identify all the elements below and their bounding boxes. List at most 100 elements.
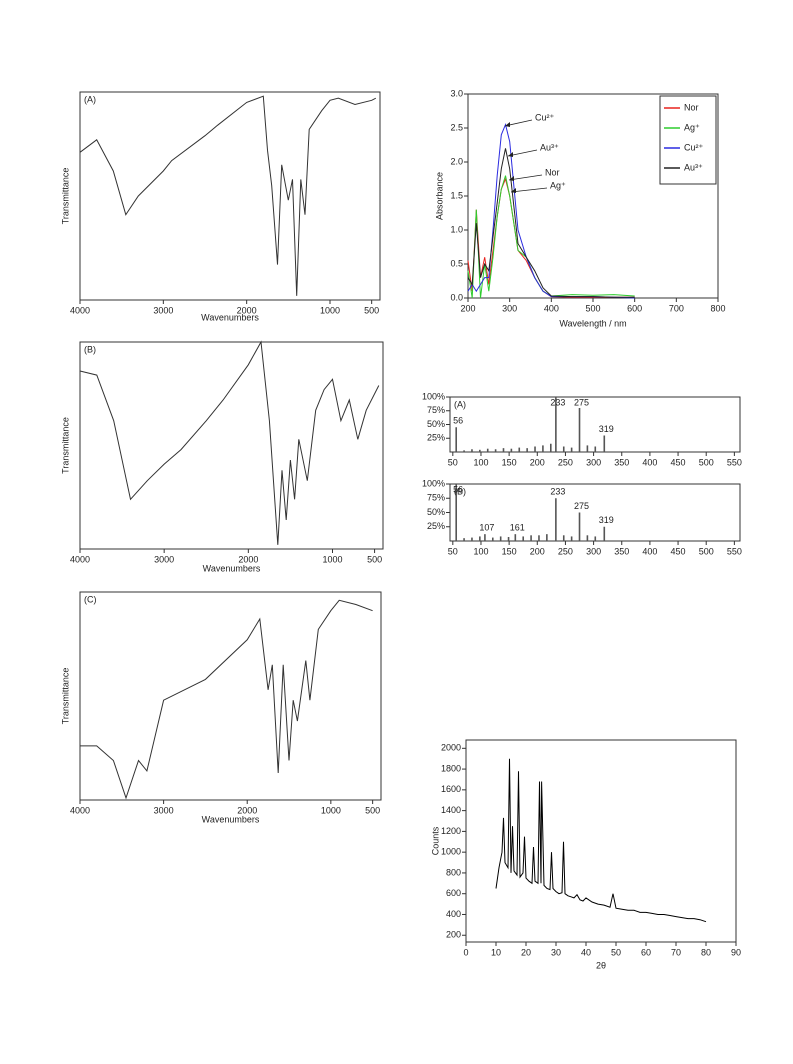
x-tick-label: 500 (699, 457, 714, 467)
x-axis-label: Wavelength / nm (559, 318, 626, 328)
annotation: Nor (545, 167, 560, 177)
peak-bar (491, 537, 494, 541)
x-tick-label: 450 (671, 546, 686, 556)
peak-bar (549, 443, 552, 452)
y-tick-label: 1800 (441, 763, 461, 773)
y-tick-label: 2000 (441, 743, 461, 753)
y-tick-label: 2.5 (450, 122, 463, 132)
peak-bar (603, 526, 606, 541)
x-tick-label: 4000 (70, 305, 90, 315)
x-tick-label: 3000 (153, 305, 173, 315)
y-tick-label: 1200 (441, 826, 461, 836)
x-tick-label: 500 (585, 303, 600, 313)
x-tick-label: 4000 (70, 805, 90, 815)
peak-label: 319 (599, 424, 614, 434)
x-tick-label: 20 (521, 947, 531, 957)
y-tick-label: 200 (446, 930, 461, 940)
peak-bar (570, 536, 573, 541)
x-tick-label: 500 (364, 305, 379, 315)
x-tick-label: 200 (530, 457, 545, 467)
y-tick-label: 50% (427, 507, 445, 517)
x-tick-label: 90 (731, 947, 741, 957)
y-tick-label: 1.5 (450, 190, 463, 200)
x-tick-label: 10 (491, 947, 501, 957)
annotation-arrow (510, 187, 548, 193)
data-line (467, 175, 635, 299)
x-tick-label: 450 (671, 457, 686, 467)
y-tick-label: 1.0 (450, 224, 463, 234)
plot-frame (79, 91, 381, 301)
y-tick-label: 1400 (441, 805, 461, 815)
x-tick-label: 150 (502, 457, 517, 467)
peak-bar (534, 446, 536, 452)
y-tick-label: 75% (427, 493, 445, 503)
x-tick-label: 300 (502, 303, 517, 313)
x-tick-label: 1000 (321, 805, 341, 815)
x-tick-label: 350 (614, 457, 629, 467)
peak-bar (455, 484, 457, 541)
legend-label: Au³⁺ (684, 162, 703, 172)
y-axis-label: Absorbance (434, 172, 444, 220)
x-tick-label: 250 (558, 546, 573, 556)
peak-label: 107 (479, 523, 494, 533)
y-axis-label: Transmittance (60, 417, 70, 474)
legend-box (659, 95, 717, 185)
x-tick-label: 50 (448, 457, 458, 467)
x-tick-label: 250 (558, 457, 573, 467)
y-tick-label: 25% (427, 433, 445, 443)
peak-bar (502, 448, 505, 452)
peak-bar (479, 536, 481, 541)
y-tick-label: 75% (427, 405, 445, 415)
x-axis-label: Wavenumbers (202, 814, 260, 824)
data-line (495, 758, 707, 923)
x-tick-label: 3000 (154, 554, 174, 564)
data-line (79, 95, 377, 296)
peak-label: 56 (453, 416, 463, 426)
plot-frame (79, 341, 384, 550)
y-tick-label: 600 (446, 888, 461, 898)
data-line (80, 599, 373, 800)
x-tick-label: 1000 (320, 305, 340, 315)
peak-label: 56 (453, 484, 463, 494)
x-tick-label: 500 (367, 554, 382, 564)
x-tick-label: 100 (473, 546, 488, 556)
annotation-arrowhead (511, 188, 516, 193)
peak-bar (471, 449, 473, 452)
panel-label: (A) (454, 399, 466, 409)
peak-bar (471, 537, 473, 541)
peak-bar (538, 535, 540, 541)
x-tick-label: 50 (448, 546, 458, 556)
annotation-arrowhead (505, 122, 510, 127)
x-tick-label: 50 (611, 947, 621, 957)
y-tick-label: 1000 (441, 847, 461, 857)
peak-bar (562, 446, 565, 452)
peak-label: 233 (550, 487, 565, 497)
annotation-arrowhead (509, 176, 514, 181)
x-tick-label: 1000 (322, 554, 342, 564)
y-tick-label: 2.0 (450, 156, 463, 166)
peak-bar (499, 536, 502, 541)
x-tick-label: 4000 (70, 554, 90, 564)
y-axis-label: Counts (430, 826, 440, 855)
peak-label: 161 (510, 523, 525, 533)
x-tick-label: 350 (614, 546, 629, 556)
peak-bar (484, 534, 486, 541)
peak-bar (542, 445, 544, 452)
panel-label: (A) (84, 94, 96, 104)
peak-bar (555, 498, 557, 541)
y-tick-label: 25% (427, 521, 445, 531)
x-tick-label: 40 (581, 947, 591, 957)
x-tick-label: 500 (699, 546, 714, 556)
x-tick-label: 550 (727, 457, 742, 467)
peak-bar (586, 445, 589, 452)
panel-label: (B) (84, 344, 96, 354)
peak-bar (479, 449, 481, 452)
peak-label: 233 (550, 397, 565, 407)
legend-label: Ag⁺ (684, 122, 700, 132)
peak-label: 275 (574, 397, 589, 407)
peak-bar (526, 448, 528, 452)
x-tick-label: 400 (642, 457, 657, 467)
peak-bar (494, 449, 497, 452)
x-axis-label: Wavenumbers (201, 312, 259, 322)
